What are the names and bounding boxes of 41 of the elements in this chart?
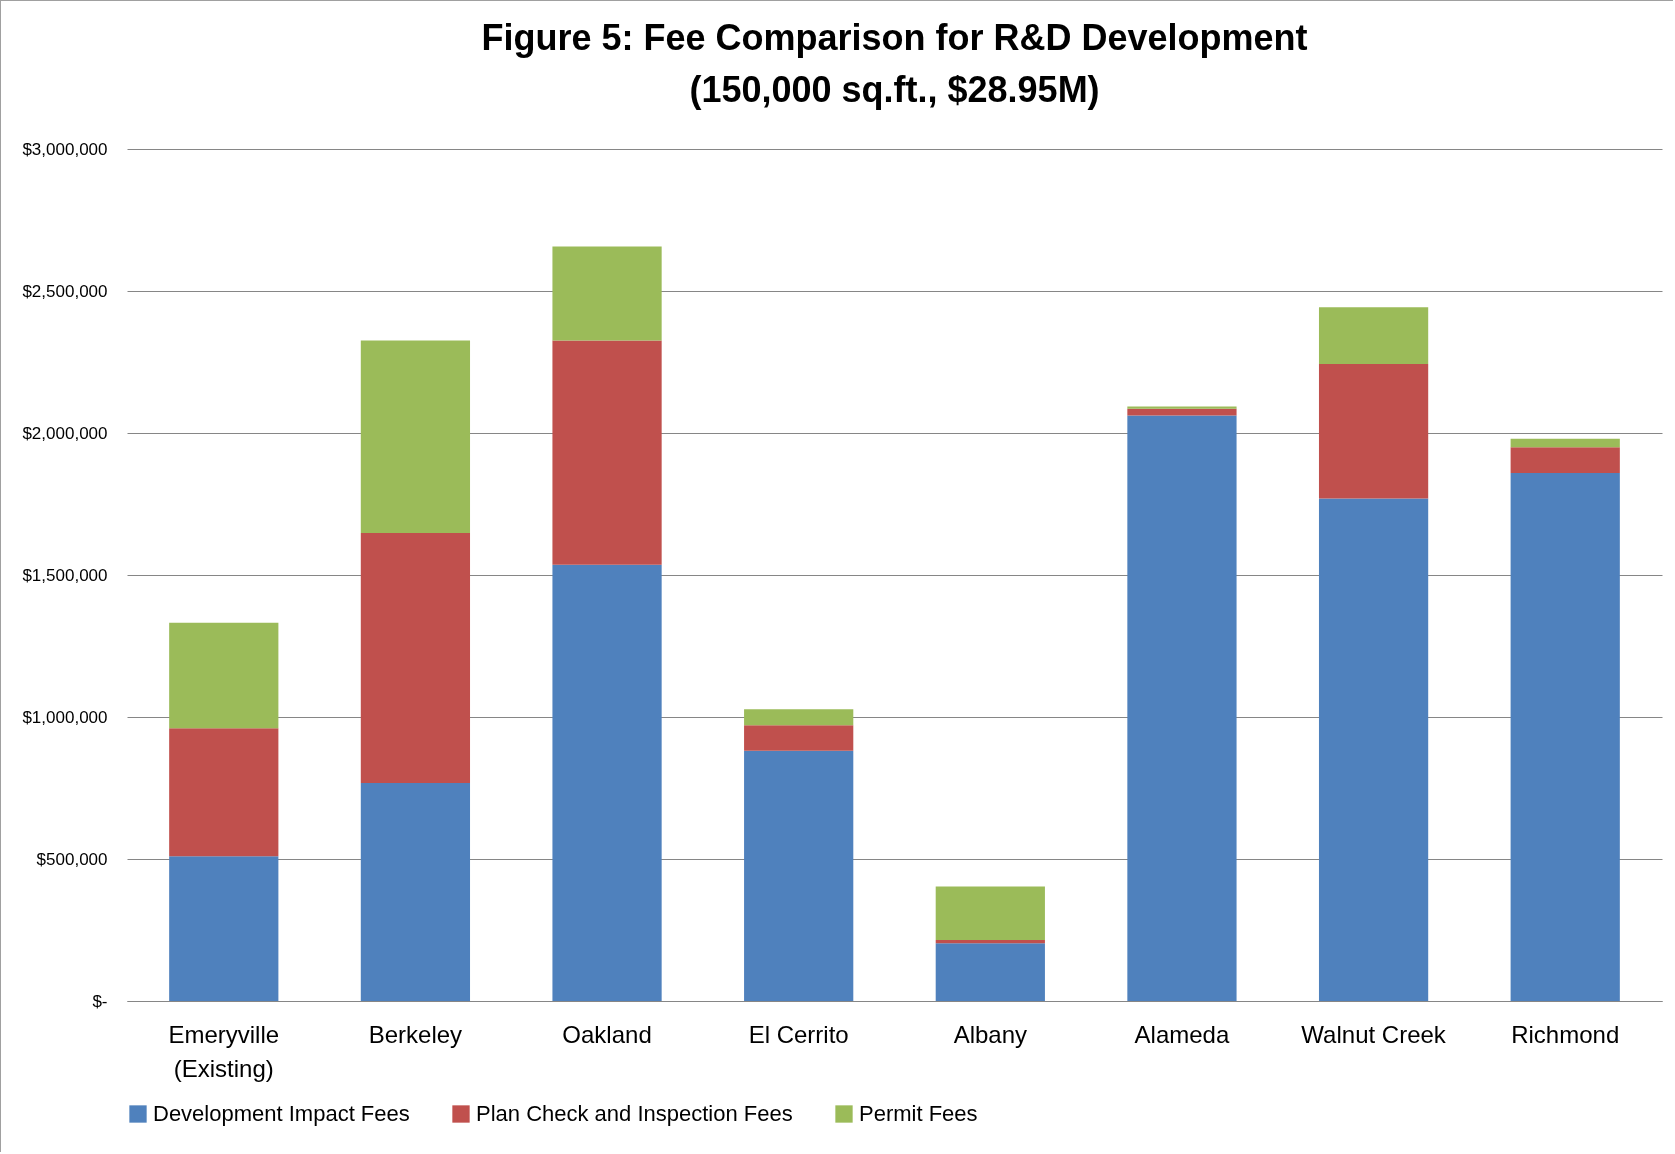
bar <box>744 709 854 726</box>
bar <box>552 564 662 1001</box>
x-tick-label: Berkeley <box>368 1020 463 1048</box>
y-tick-label: $1,500,000 <box>22 565 108 585</box>
bar <box>1318 363 1429 499</box>
bar <box>552 340 662 565</box>
x-tick-label: Albany <box>953 1020 1028 1048</box>
bar <box>1127 408 1237 416</box>
bar <box>935 886 1045 940</box>
bar <box>1127 415 1237 1001</box>
bar <box>1318 498 1429 1001</box>
bar <box>1510 447 1620 474</box>
x-tick-label: Oakland <box>562 1020 652 1048</box>
y-tick-label: $3,000,000 <box>22 139 108 159</box>
y-tick-label: $1,000,000 <box>22 707 108 727</box>
x-tick-label: Alameda <box>1134 1020 1230 1048</box>
bar <box>744 725 854 751</box>
legend-label: Development Impact Fees <box>153 1101 410 1126</box>
x-tick-label: El Cerrito <box>748 1020 849 1048</box>
bar <box>1318 307 1429 364</box>
x-tick-label: Richmond <box>1511 1020 1620 1048</box>
x-tick-label: Emeryville (Existing) <box>168 1020 280 1082</box>
bar <box>744 750 854 1001</box>
bar <box>935 943 1045 1001</box>
bar <box>1510 473 1620 1001</box>
y-tick-label: $- <box>92 991 108 1011</box>
y-tick-label: $2,500,000 <box>22 281 108 301</box>
bar <box>360 782 471 1001</box>
bar <box>169 622 279 729</box>
y-tick-label: $500,000 <box>36 849 108 869</box>
legend-label: Plan Check and Inspection Fees <box>476 1101 793 1126</box>
bar <box>552 246 662 341</box>
bar <box>169 728 279 857</box>
x-tick-label: Walnut Creek <box>1301 1020 1447 1048</box>
bar <box>1510 438 1620 448</box>
y-tick-label: $2,000,000 <box>22 423 108 443</box>
bar <box>360 340 471 533</box>
legend-label: Permit Fees <box>859 1101 978 1126</box>
chart-title: Figure 5: Fee Comparison for R&D Development (150,000 sq.ft., $28.95M) <box>481 17 1308 110</box>
bar <box>360 532 471 783</box>
bar <box>169 856 279 1001</box>
